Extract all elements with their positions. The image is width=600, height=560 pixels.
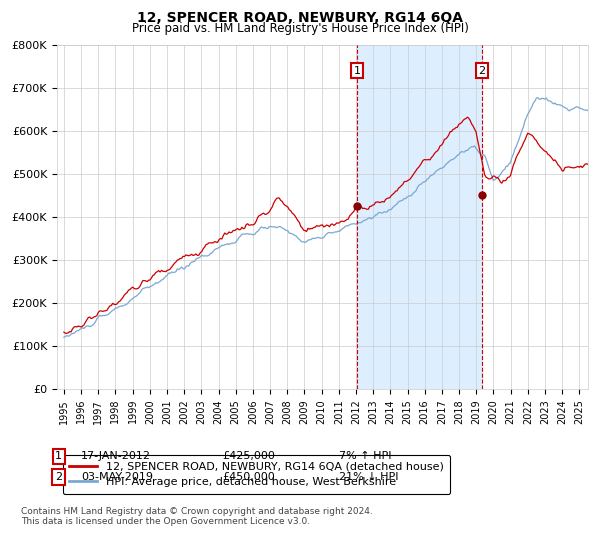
Text: 7% ↑ HPI: 7% ↑ HPI — [339, 451, 391, 461]
Text: 1: 1 — [55, 451, 62, 461]
Text: 2: 2 — [479, 66, 486, 76]
Text: 2: 2 — [55, 472, 62, 482]
Text: 1: 1 — [353, 66, 361, 76]
Text: 03-MAY-2019: 03-MAY-2019 — [81, 472, 153, 482]
Legend: 12, SPENCER ROAD, NEWBURY, RG14 6QA (detached house), HPI: Average price, detach: 12, SPENCER ROAD, NEWBURY, RG14 6QA (det… — [62, 455, 451, 494]
Text: 12, SPENCER ROAD, NEWBURY, RG14 6QA: 12, SPENCER ROAD, NEWBURY, RG14 6QA — [137, 11, 463, 25]
Text: 17-JAN-2012: 17-JAN-2012 — [81, 451, 151, 461]
Text: Price paid vs. HM Land Registry's House Price Index (HPI): Price paid vs. HM Land Registry's House … — [131, 22, 469, 35]
Bar — [357, 45, 482, 389]
Text: 21% ↓ HPI: 21% ↓ HPI — [339, 472, 398, 482]
Text: £425,000: £425,000 — [222, 451, 275, 461]
Text: Contains HM Land Registry data © Crown copyright and database right 2024.
This d: Contains HM Land Registry data © Crown c… — [21, 507, 373, 526]
Text: £450,000: £450,000 — [222, 472, 275, 482]
